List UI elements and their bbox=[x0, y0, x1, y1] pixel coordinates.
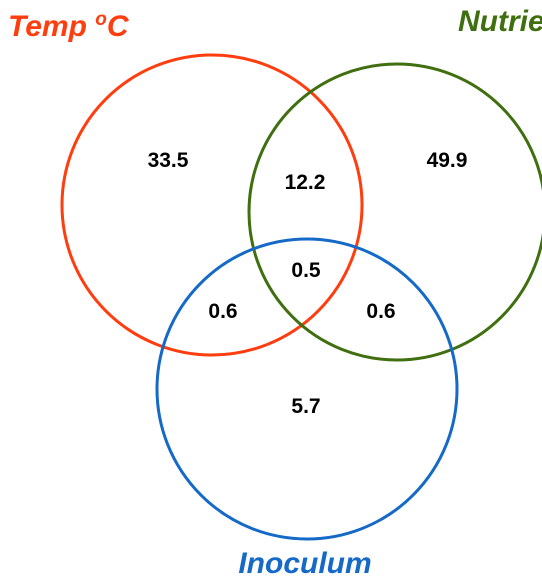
temp-label-superscript: o bbox=[95, 9, 107, 30]
value-inoculum-only: 5.7 bbox=[291, 395, 320, 418]
inoculum-label: Inoculum bbox=[238, 547, 371, 579]
temp-label-main: Temp bbox=[8, 10, 95, 43]
value-all-three: 0.5 bbox=[291, 259, 321, 282]
inoculum-circle bbox=[155, 237, 459, 541]
value-temp-only: 33.5 bbox=[148, 149, 189, 172]
value-nutrients-only: 49.9 bbox=[427, 149, 468, 172]
temp-circle bbox=[60, 53, 364, 357]
value-temp-nutrients: 12.2 bbox=[285, 171, 326, 194]
nutrients-label: Nutrients bbox=[458, 5, 542, 38]
value-nutrients-inoculum: 0.6 bbox=[366, 300, 395, 323]
temp-label: Temp oC bbox=[8, 9, 130, 43]
nutrients-circle bbox=[247, 62, 542, 362]
value-temp-inoculum: 0.6 bbox=[208, 300, 237, 323]
temp-label-end: C bbox=[107, 10, 130, 43]
